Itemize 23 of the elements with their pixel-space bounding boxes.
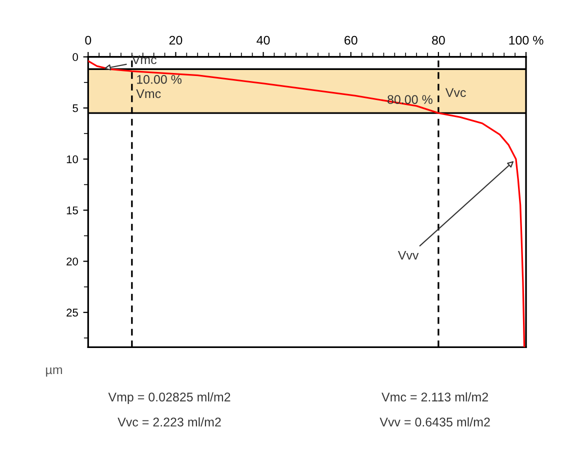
text: Vvv = 0.6435 ml/m2 [380,417,490,427]
x-tick-label: 20 [169,36,182,45]
x-tick-label: 60 [344,36,358,45]
annotation: 80.00 % [388,95,432,104]
text: Vmc = 2.113 ml/m2 [382,392,488,402]
y-tick-label: 0 [72,53,78,62]
text: Vvc = 2.223 ml/m2 [118,417,221,427]
annotation: Vmc [132,55,156,64]
x-tick-label: 100 % [509,36,544,45]
y-tick-label: 15 [66,206,78,214]
x-tick-label: 80 [432,36,445,45]
annotation: 10.00 % [137,74,182,84]
y-tick-label: 5 [72,104,78,112]
x-tick-label: 40 [256,36,270,45]
text: Vmp = 0.02825 ml/m2 [108,392,230,404]
y-tick-label: 20 [66,258,78,266]
y-tick-label: 25 [66,308,78,317]
y-tick-label: 10 [66,155,78,164]
annotation: Vmc [136,89,161,98]
x-tick-label: 0 [85,36,92,45]
annotation: Vvv [398,250,419,260]
y-axis-title: µm [46,367,62,377]
annotation: Vvc [445,88,466,98]
